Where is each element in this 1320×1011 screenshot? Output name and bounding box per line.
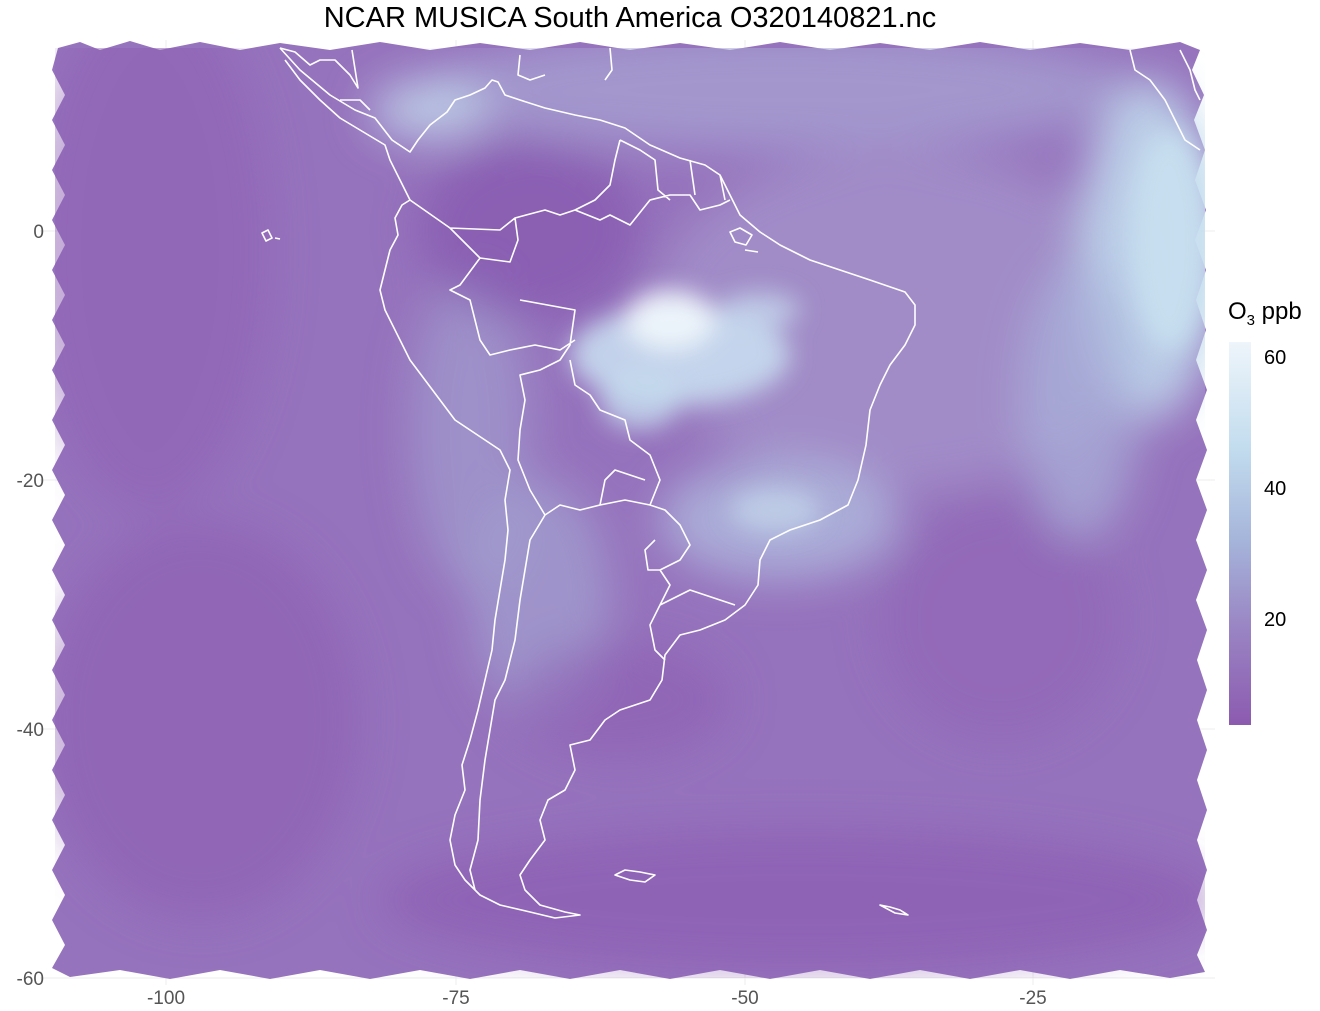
y-tick-label: 0 bbox=[33, 222, 44, 243]
x-tick-label: -25 bbox=[1019, 988, 1046, 1009]
amazon-delta bbox=[729, 227, 759, 253]
legend-tick-label: 60 bbox=[1264, 347, 1287, 369]
x-tick-label: -75 bbox=[442, 988, 469, 1009]
y-tick-label: -20 bbox=[17, 471, 44, 492]
legend-title-subscript: 3 bbox=[1246, 311, 1256, 329]
caribbean-coastline bbox=[604, 47, 1201, 151]
south-america-coastline bbox=[279, 47, 916, 919]
y-tick-label: -60 bbox=[17, 969, 44, 990]
legend-colorbar bbox=[1229, 342, 1251, 725]
legend-tick-label: 40 bbox=[1264, 478, 1287, 500]
y-tick-label: -40 bbox=[17, 720, 44, 741]
central-america-coastline bbox=[279, 47, 546, 111]
x-tick-label: -100 bbox=[147, 988, 185, 1009]
legend-title-unit: ppb bbox=[1255, 298, 1302, 325]
falkland-islands bbox=[614, 869, 656, 883]
ozone-field bbox=[52, 41, 1207, 979]
y-axis: 0 -20 -40 -60 bbox=[17, 222, 44, 990]
south-georgia bbox=[879, 904, 909, 916]
galapagos bbox=[261, 229, 281, 242]
map-title: NCAR MUSICA South America O320140821.nc bbox=[323, 2, 937, 34]
x-tick-label: -50 bbox=[731, 988, 758, 1009]
legend-tick-label: 20 bbox=[1264, 609, 1287, 631]
legend-title: O3 ppb bbox=[1228, 298, 1302, 329]
coastlines bbox=[261, 47, 1201, 919]
country-borders bbox=[409, 139, 736, 891]
x-axis: -100 -75 -50 -25 bbox=[147, 988, 1047, 1009]
legend-title-main: O bbox=[1228, 298, 1247, 325]
